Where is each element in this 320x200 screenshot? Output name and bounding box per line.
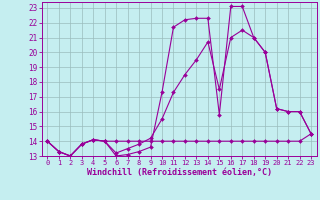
X-axis label: Windchill (Refroidissement éolien,°C): Windchill (Refroidissement éolien,°C) xyxy=(87,168,272,177)
